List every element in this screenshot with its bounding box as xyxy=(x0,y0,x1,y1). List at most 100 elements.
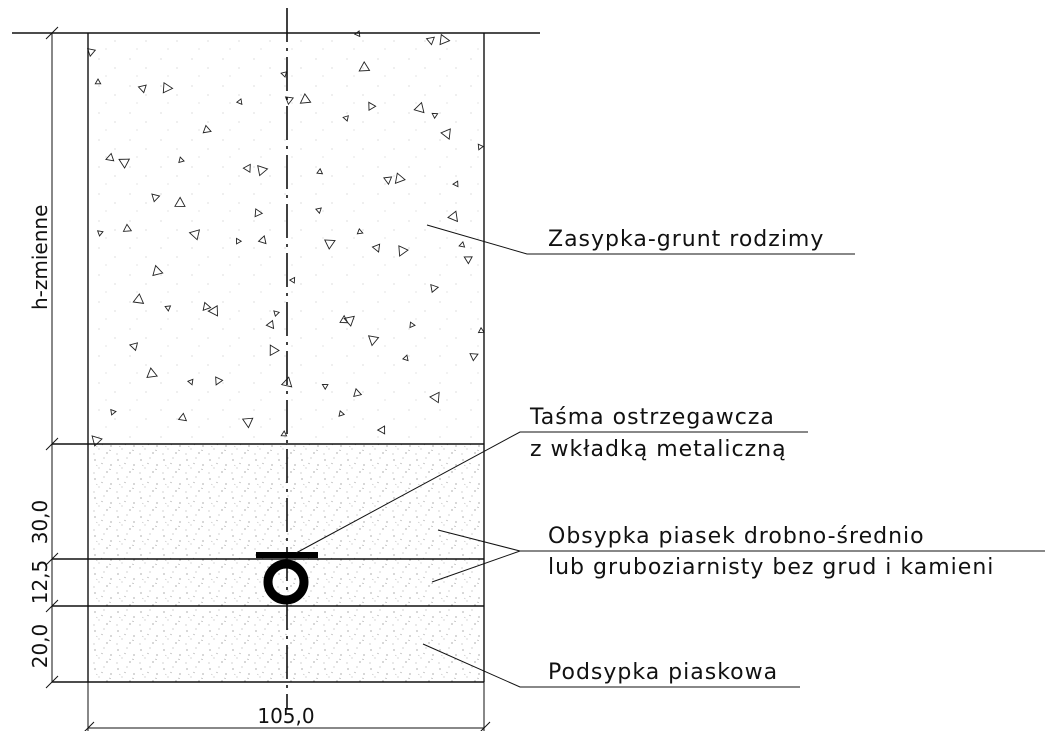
leader-sand-lower xyxy=(431,550,521,583)
aggregate-stone xyxy=(383,176,393,186)
aggregate-stone xyxy=(439,33,451,46)
aggregate-stone xyxy=(398,245,409,257)
aggregate-stone xyxy=(257,235,267,245)
aggregate-stone xyxy=(202,124,212,134)
dim-tick xyxy=(45,675,59,689)
aggregate-stone xyxy=(288,276,296,284)
aggregate-stone xyxy=(207,305,219,317)
aggregate-stone xyxy=(299,93,312,104)
leader-tape xyxy=(295,431,808,554)
aggregate-stone xyxy=(236,237,243,245)
dim-pipe-zone: 12,5 xyxy=(28,560,52,605)
backfill-layer xyxy=(88,33,484,444)
aggregate-stone xyxy=(429,391,440,404)
dim-tick xyxy=(84,721,95,731)
cover-sand-layer xyxy=(88,444,484,559)
aggregate-stone xyxy=(284,96,295,106)
aggregate-stone xyxy=(343,315,355,327)
leader-sand-upper xyxy=(437,529,521,552)
aggregate-stone xyxy=(105,152,115,162)
aggregate-stone xyxy=(321,384,329,391)
aggregate-stone xyxy=(413,101,425,114)
aggregate-stone xyxy=(235,98,243,106)
aggregate-stone xyxy=(91,435,103,447)
aggregate-stone xyxy=(371,243,381,253)
label-sand-line2: lub gruboziarnisty bez grud i kamieni xyxy=(548,555,994,580)
aggregate-stone xyxy=(273,310,281,318)
aggregate-stone xyxy=(368,101,377,111)
aggregate-stone xyxy=(452,180,459,188)
leader-backfill xyxy=(426,224,855,255)
leader-bedding xyxy=(422,643,800,688)
label-tape-line1: Taśma ostrzegawcza xyxy=(529,405,775,430)
dim-tick xyxy=(480,721,491,731)
aggregate-stone xyxy=(339,314,349,324)
label-sand-line1: Obsypka piasek drobno-średnio xyxy=(548,524,925,549)
aggregate-stone xyxy=(132,293,145,304)
aggregate-stone xyxy=(94,78,102,85)
dim-cover: 30,0 xyxy=(28,500,52,545)
aggregate-stone xyxy=(280,376,293,388)
aggregate-stone xyxy=(269,344,280,357)
aggregate-stone xyxy=(324,239,336,250)
aggregate-stone xyxy=(367,335,380,347)
aggregate-stone xyxy=(162,81,174,94)
aggregate-stone xyxy=(477,326,485,334)
aggregate-stone xyxy=(458,241,466,248)
aggregate-stone xyxy=(146,367,159,378)
aggregate-stone xyxy=(257,165,269,177)
aggregate-stone xyxy=(280,430,288,437)
aggregate-stone xyxy=(152,264,164,277)
dim-tick xyxy=(45,552,59,566)
aggregate-stone xyxy=(315,207,322,215)
aggregate-stone xyxy=(118,158,131,169)
aggregate-stone xyxy=(215,376,224,386)
aggregate-stone xyxy=(376,425,386,435)
aggregate-stone xyxy=(186,378,194,386)
aggregate-stone xyxy=(122,223,133,232)
aggregate-stone xyxy=(265,319,275,330)
aggregate-stone xyxy=(358,61,371,72)
aggregate-stone xyxy=(202,301,212,311)
aggregate-stone xyxy=(137,84,147,94)
pipe xyxy=(263,559,309,605)
aggregate-stone xyxy=(409,321,416,329)
aggregate-stone xyxy=(356,227,364,235)
aggregate-stone xyxy=(353,387,363,397)
aggregate-stone xyxy=(469,353,479,362)
aggregate-stone xyxy=(128,342,139,352)
bedding-layer xyxy=(88,606,484,682)
aggregate-stone xyxy=(280,71,288,78)
aggregate-stone xyxy=(342,115,349,122)
aggregate-stone xyxy=(174,196,186,207)
dim-bed: 20,0 xyxy=(28,624,52,669)
aggregate-stone xyxy=(402,354,409,362)
warning-tape xyxy=(256,552,318,558)
aggregate-stone xyxy=(316,167,324,175)
aggregate-stone xyxy=(96,230,104,237)
label-tape-line2: z wkładką metaliczną xyxy=(530,437,787,462)
dim-tick xyxy=(45,599,59,613)
backfill-aggregate xyxy=(87,30,485,447)
label-bedding: Podsypka piaskowa xyxy=(548,660,778,685)
dim-height: h-zmienne xyxy=(28,205,52,310)
label-backfill: Zasypka-grunt rodzimy xyxy=(548,227,824,252)
aggregate-stone xyxy=(188,229,201,241)
aggregate-stone xyxy=(241,417,254,429)
aggregate-stone xyxy=(164,305,172,312)
aggregate-stone xyxy=(440,128,451,140)
aggregate-stone xyxy=(463,256,473,265)
aggregate-stone xyxy=(431,112,439,120)
aggregate-stone xyxy=(338,410,346,417)
aggregate-stone xyxy=(430,283,440,294)
aggregate-stone xyxy=(242,163,251,174)
aggregate-stone xyxy=(254,208,264,218)
aggregate-stone xyxy=(87,48,97,58)
aggregate-stone xyxy=(177,412,188,422)
dim-width: 105,0 xyxy=(257,704,314,728)
aggregate-stone xyxy=(394,172,406,184)
aggregate-stone xyxy=(151,193,161,203)
aggregate-stone xyxy=(178,156,185,164)
dim-tick xyxy=(45,26,59,40)
